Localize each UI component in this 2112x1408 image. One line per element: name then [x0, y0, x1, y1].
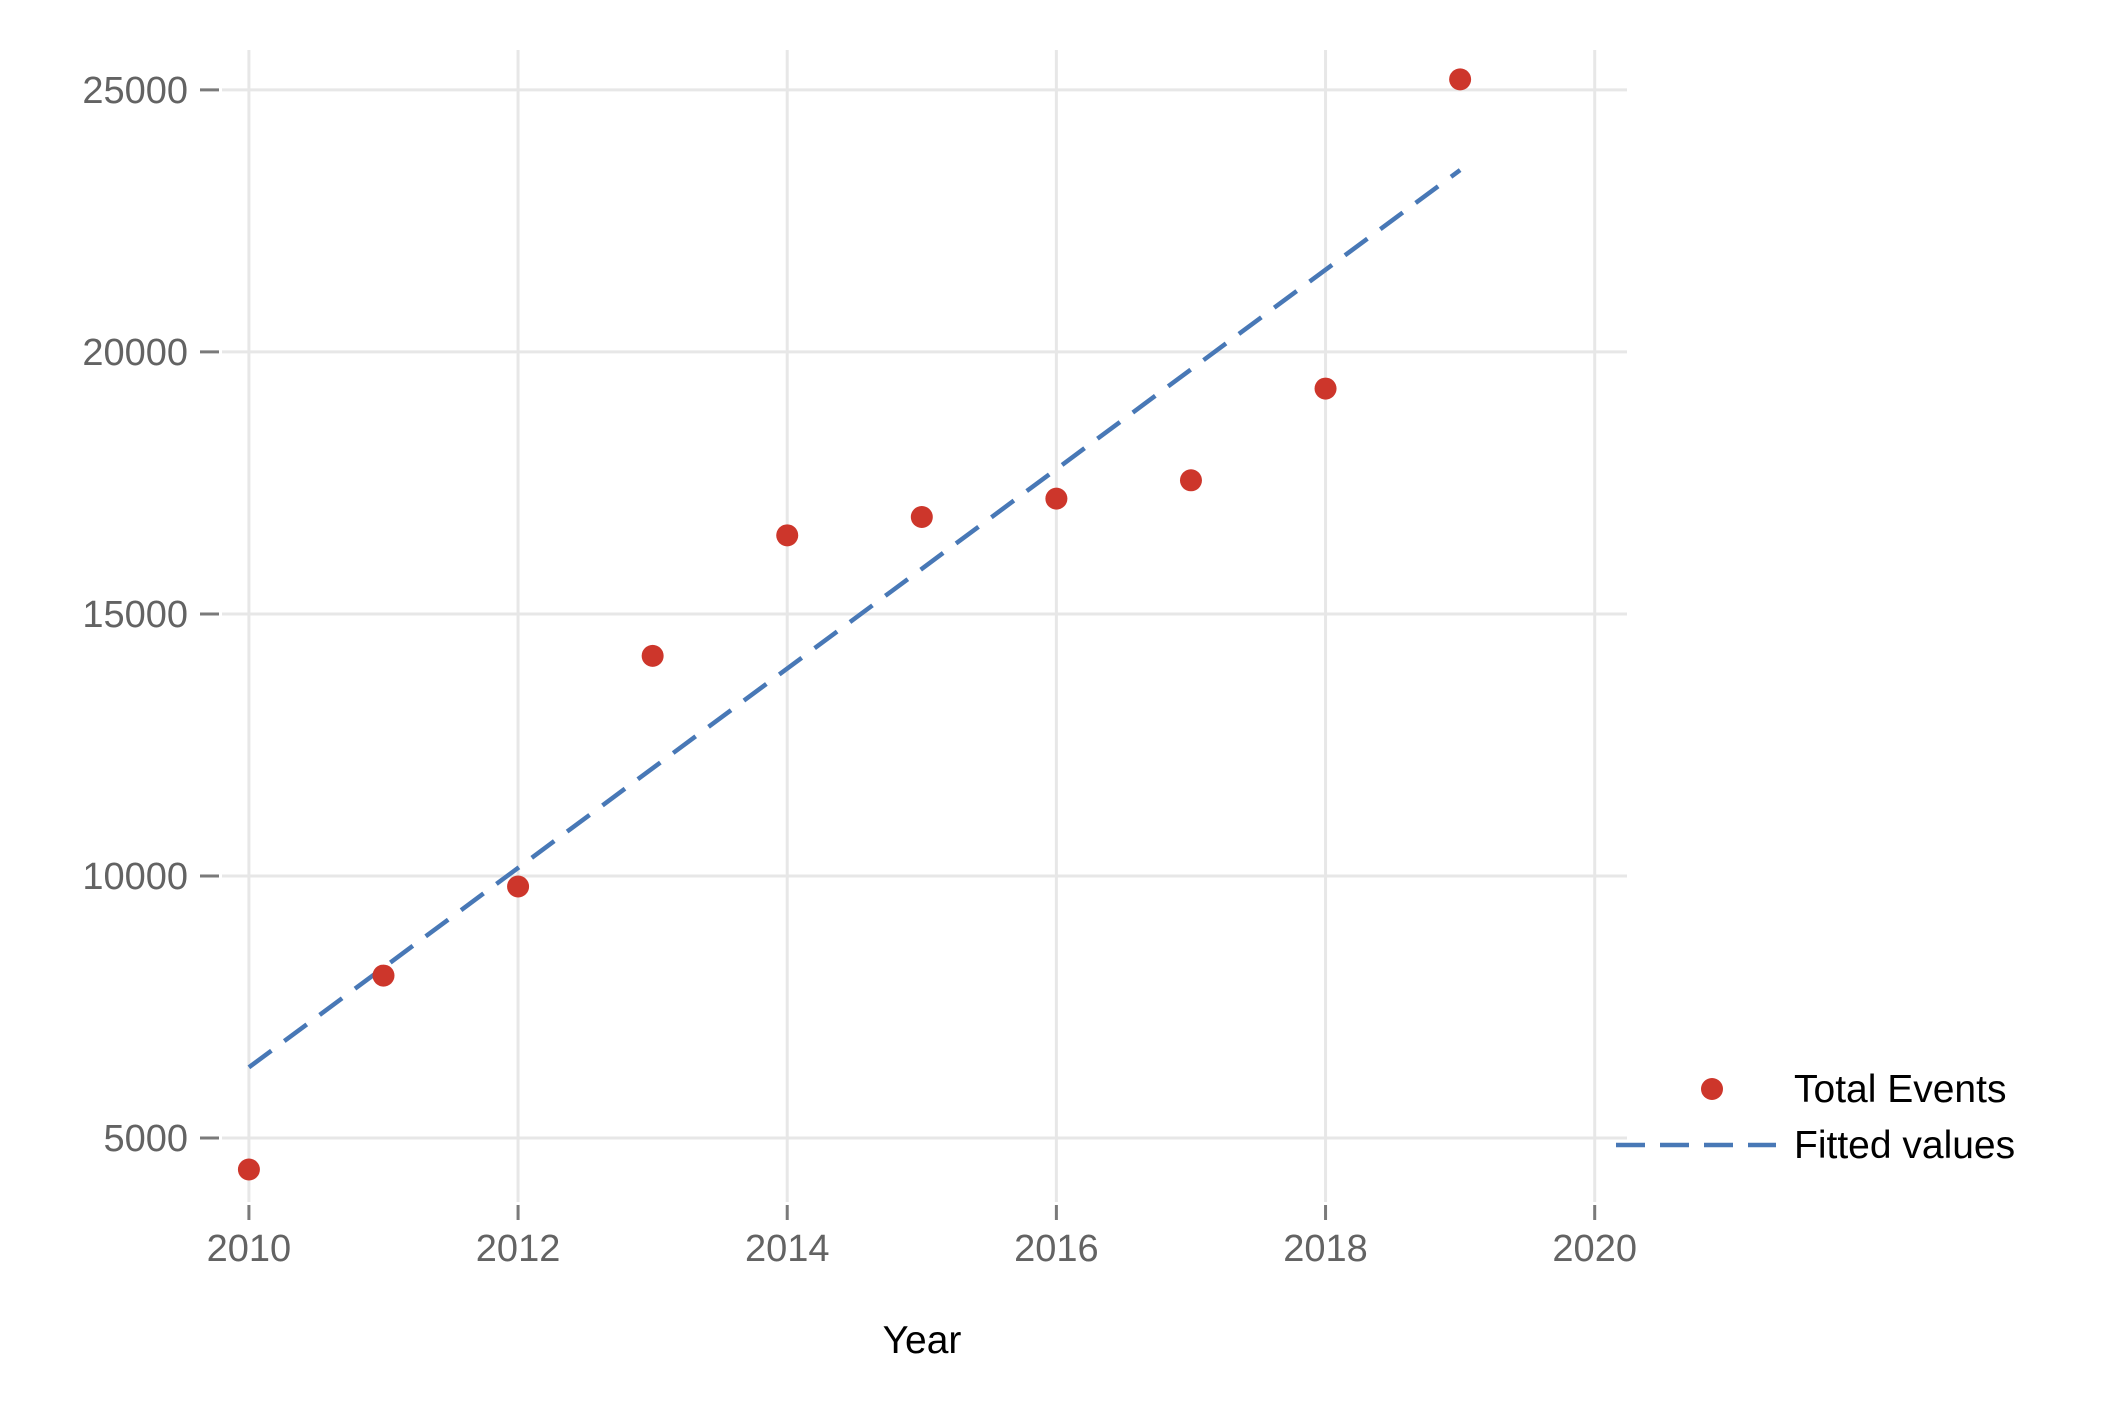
data-point-2017 [1179, 469, 1202, 492]
data-point-2016 [1045, 487, 1068, 510]
data-point-2019 [1449, 68, 1472, 91]
y-tick-label: 10000 [82, 856, 188, 898]
y-tick-label: 5000 [103, 1118, 188, 1160]
plot-area: 2010 2012 2014 2016 2018 2020 5000 10000 15000 20… [82, 50, 1637, 1270]
y-tick-label: 20000 [82, 332, 188, 374]
data-point-2013 [641, 644, 664, 667]
x-axis-title: Year [883, 1319, 962, 1362]
fitted-line [247, 168, 1462, 1070]
y-tick-label: 25000 [82, 70, 188, 112]
x-tick-label: 2010 [207, 1228, 292, 1270]
data-point-2011 [372, 964, 395, 987]
data-point-2015 [910, 505, 933, 528]
legend: Total Events Fitted values [1616, 1068, 2015, 1167]
y-tick-label: 15000 [82, 594, 188, 636]
data-point-2014 [776, 524, 799, 547]
legend-dot-marker-icon [1701, 1078, 1723, 1100]
x-tick-label: 2012 [476, 1228, 561, 1270]
x-tick-label: 2018 [1283, 1228, 1368, 1270]
data-point-2010 [237, 1158, 260, 1181]
data-point-2018 [1314, 377, 1337, 400]
x-tick-label: 2020 [1552, 1228, 1637, 1270]
data-point-2012 [507, 875, 530, 898]
legend-label-total-events: Total Events [1794, 1068, 2006, 1111]
x-tick-label: 2016 [1014, 1228, 1099, 1270]
legend-label-fitted-values: Fitted values [1794, 1124, 2015, 1167]
x-tick-label: 2014 [745, 1228, 830, 1270]
